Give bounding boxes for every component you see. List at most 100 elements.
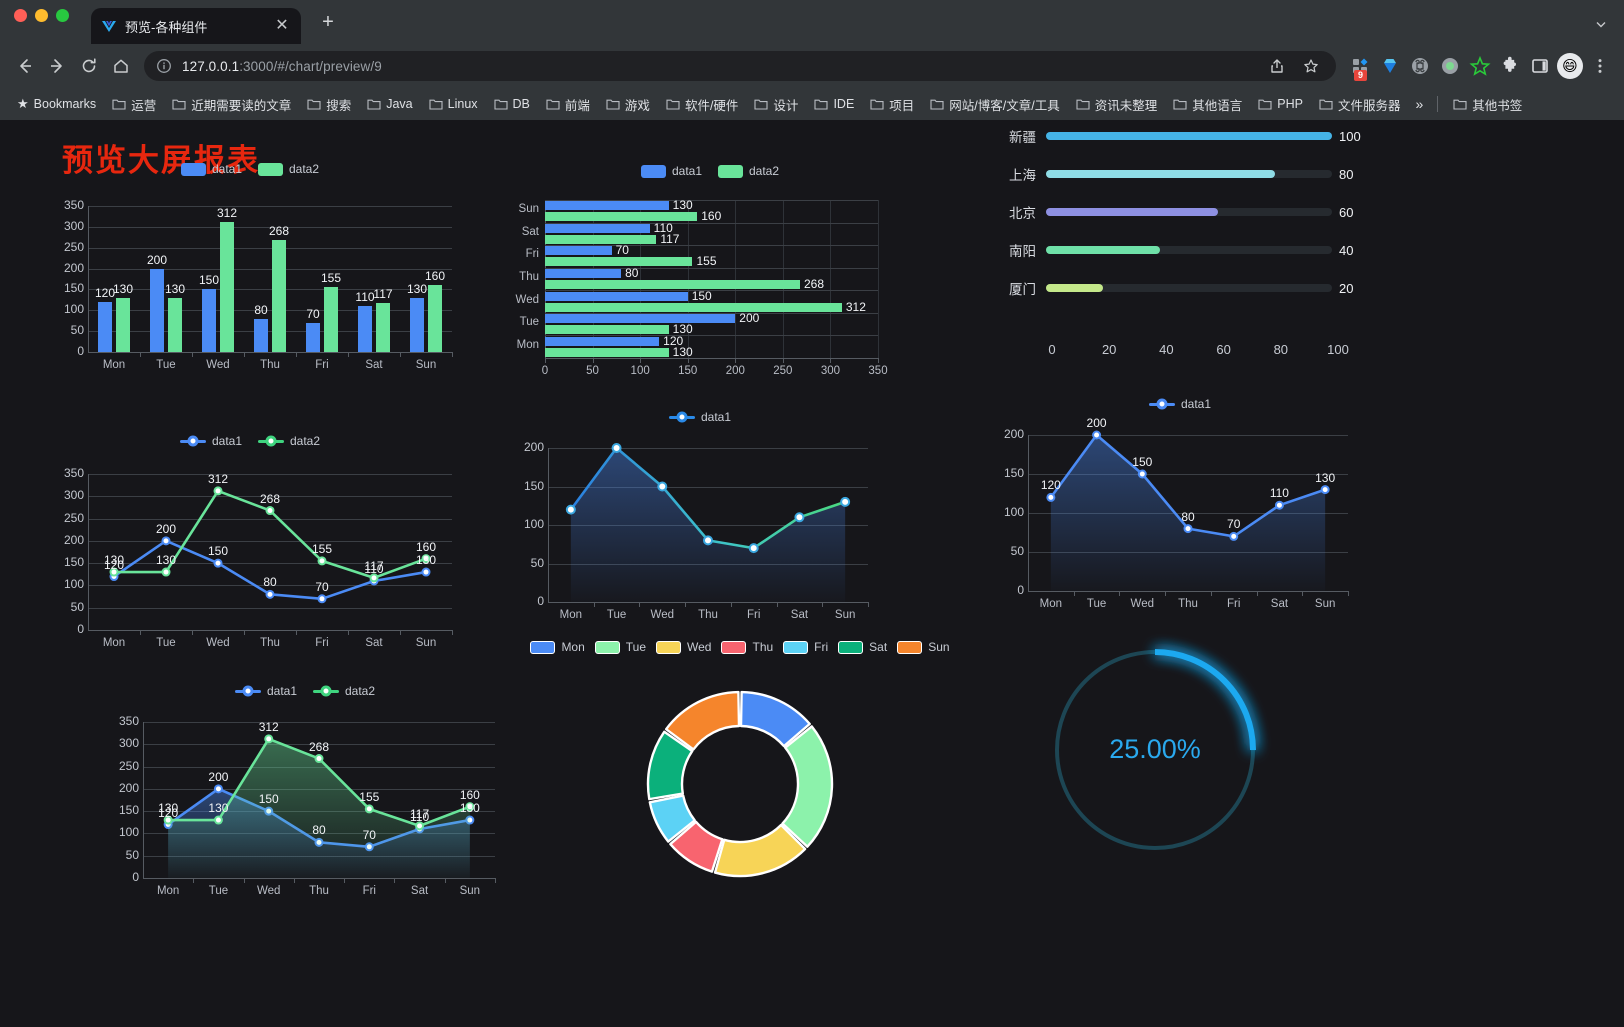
bar-data1-Sat[interactable] [545, 223, 650, 233]
bookmarks-overflow-button[interactable]: » [1415, 96, 1424, 112]
back-arrow-icon[interactable] [10, 51, 40, 81]
data-point[interactable] [264, 734, 274, 744]
bar-data1-Mon[interactable] [545, 336, 660, 346]
bookmark-folder-14[interactable]: 其他语言 [1166, 92, 1249, 117]
data-point[interactable] [369, 576, 379, 586]
data-point[interactable] [317, 594, 327, 604]
legend-item-data1[interactable]: data1 [179, 434, 242, 448]
progress-row-南阳[interactable]: 南阳 40 [990, 240, 1353, 260]
bookmark-folder-2[interactable]: 搜索 [300, 92, 358, 117]
chart-line-gradient[interactable]: data1 0 50 100 150 200 Mon Tue Wed Thu Fri Sat Sun [500, 408, 900, 648]
bar-data2-Mon[interactable] [545, 347, 669, 357]
green-star-icon[interactable] [1466, 52, 1494, 80]
legend-item-data1[interactable]: data1 [640, 164, 702, 178]
close-tab-button[interactable]: ✕ [275, 17, 289, 34]
data-point[interactable] [163, 820, 173, 830]
bar-data1-Wed[interactable] [545, 291, 688, 301]
bar-data1-Thu[interactable] [545, 269, 622, 278]
data-point[interactable] [565, 504, 576, 515]
chart-vertical-bar[interactable]: data1 data2 0 50 100 150 200 250 300 350 Mon 120 1… [40, 160, 460, 390]
bar-data2-Fri[interactable] [324, 287, 338, 352]
bookmark-folder-10[interactable]: IDE [807, 94, 861, 114]
bar-data2-Mon[interactable] [116, 297, 130, 352]
legend[interactable]: data1 data2 [40, 434, 460, 448]
data-point[interactable] [109, 572, 119, 582]
bookmark-folder-5[interactable]: DB [487, 94, 537, 114]
data-point[interactable] [265, 589, 275, 599]
bookmark-folder-13[interactable]: 资讯未整理 [1069, 92, 1165, 117]
legend[interactable]: data1 [500, 410, 900, 424]
data-point[interactable] [364, 842, 374, 852]
forward-arrow-icon[interactable] [42, 51, 72, 81]
pie-slice-Sat[interactable] [646, 730, 694, 801]
reload-icon[interactable] [74, 51, 104, 81]
chart-area-single[interactable]: data1 0 50 100 150 200 Mon Tue Wed Thu Fri Sat Sun 1… [980, 395, 1380, 645]
side-panel-icon[interactable] [1526, 52, 1554, 80]
legend[interactable]: data1 [980, 397, 1380, 411]
bar-data2-Sat[interactable] [545, 234, 657, 244]
legend-item-data1[interactable]: data1 [234, 684, 297, 698]
three-dot-menu-icon[interactable] [1586, 52, 1614, 80]
legend-item-data1[interactable]: data1 [668, 410, 731, 424]
bar-data2-Fri[interactable] [545, 257, 693, 267]
legend[interactable]: data1 data2 [95, 684, 515, 698]
legend-item-Thu[interactable]: Thu [721, 640, 773, 654]
bookmark-folder-3[interactable]: Java [360, 94, 419, 114]
pie-slice-Thu[interactable] [669, 820, 724, 873]
bar-data1-Fri[interactable] [306, 322, 320, 352]
chart-horizontal-bar[interactable]: data1 data2 0 50 100 150 200 250 300 350 Sun 130 1… [500, 162, 920, 392]
bar-data1-Mon[interactable] [98, 301, 112, 352]
window-controls[interactable] [14, 0, 69, 44]
data-point[interactable] [1046, 492, 1056, 502]
data-point[interactable] [1320, 485, 1330, 495]
progress-row-新疆[interactable]: 新疆 100 [990, 126, 1361, 146]
pie-slice-Sun[interactable] [664, 690, 741, 751]
bar-data2-Sat[interactable] [376, 303, 390, 352]
legend[interactable]: data1 data2 [500, 164, 920, 178]
pie-slice-Wed[interactable] [713, 823, 807, 878]
bar-data1-Thu[interactable] [254, 318, 268, 352]
bar-data2-Thu[interactable] [272, 240, 286, 352]
bar-data2-Tue[interactable] [545, 325, 669, 335]
minimize-window-button[interactable] [35, 8, 48, 22]
new-tab-button[interactable]: + [322, 10, 334, 33]
legend-item-data2[interactable]: data2 [258, 434, 320, 448]
bar-data2-Wed[interactable] [220, 221, 234, 352]
data-point[interactable] [703, 535, 713, 546]
extensions-grid-icon[interactable]: 9 [1346, 52, 1374, 81]
progress-track[interactable] [1046, 132, 1332, 140]
pie-slice-Mon[interactable] [739, 690, 811, 748]
data-point[interactable] [465, 815, 475, 825]
bookmark-folder-16[interactable]: 文件服务器 [1312, 92, 1408, 117]
address-bar[interactable]: 127.0.0.1:3000/#/chart/preview/9 [144, 51, 1336, 81]
legend-item-data2[interactable]: data2 [258, 162, 319, 176]
progress-track[interactable] [1046, 208, 1332, 216]
data-point[interactable] [161, 567, 171, 577]
legend-item-Mon[interactable]: Mon [530, 640, 585, 654]
bookmark-folder-0[interactable]: 运营 [105, 92, 163, 117]
chart-gauge[interactable]: 25.00% [1035, 630, 1285, 890]
data-point[interactable] [213, 815, 223, 825]
legend-item-Fri[interactable]: Fri [783, 640, 828, 654]
chevron-down-icon[interactable] [1594, 17, 1608, 34]
close-window-button[interactable] [14, 8, 27, 22]
data-point[interactable] [421, 567, 431, 577]
legend-item-Sat[interactable]: Sat [838, 640, 887, 654]
bar-data2-Thu[interactable] [545, 280, 800, 289]
progress-row-厦门[interactable]: 厦门 20 [990, 278, 1353, 298]
bar-data1-Sat[interactable] [358, 306, 372, 352]
bookmark-folder-9[interactable]: 设计 [747, 92, 805, 117]
legend-item-Wed[interactable]: Wed [656, 640, 711, 654]
bar-data2-Sun[interactable] [545, 212, 698, 222]
legend-item-data2[interactable]: data2 [313, 684, 375, 698]
bookmark-folder-12[interactable]: 网站/博客/文章/工具 [923, 92, 1066, 117]
bar-data1-Sun[interactable] [545, 201, 669, 211]
legend-item-Sun[interactable]: Sun [897, 640, 950, 654]
other-bookmarks-folder[interactable]: 其他书签 [1446, 92, 1529, 117]
home-icon[interactable] [106, 51, 136, 81]
data-point[interactable] [314, 837, 324, 847]
data-point[interactable] [314, 754, 324, 764]
data-point[interactable] [748, 543, 759, 554]
progress-row-北京[interactable]: 北京 60 [990, 202, 1353, 222]
data-point[interactable] [1183, 524, 1193, 534]
